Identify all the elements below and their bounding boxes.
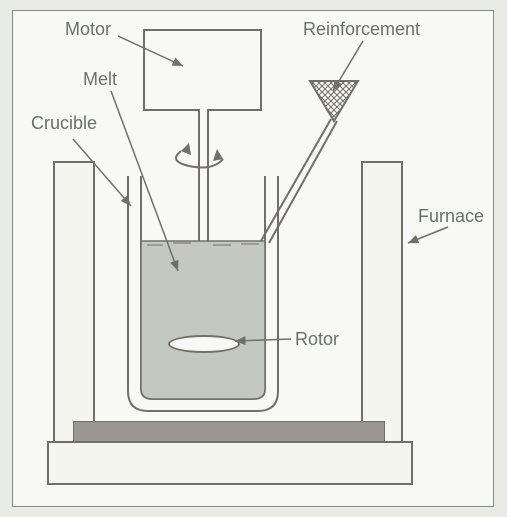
- furnace-base-outer: [47, 441, 413, 485]
- label-motor: Motor: [65, 19, 111, 40]
- furnace-wall-right: [361, 161, 403, 445]
- rotor-blade: [168, 335, 240, 353]
- label-melt: Melt: [83, 69, 117, 90]
- diagram-container: Motor Reinforcement Melt Crucible Furnac…: [12, 10, 494, 507]
- label-rotor: Rotor: [295, 329, 339, 350]
- label-crucible: Crucible: [31, 113, 97, 134]
- label-furnace: Furnace: [418, 206, 484, 227]
- motor-box: [143, 29, 262, 111]
- furnace-wall-left: [53, 161, 95, 445]
- label-reinforcement: Reinforcement: [303, 19, 420, 40]
- furnace: [53, 161, 403, 481]
